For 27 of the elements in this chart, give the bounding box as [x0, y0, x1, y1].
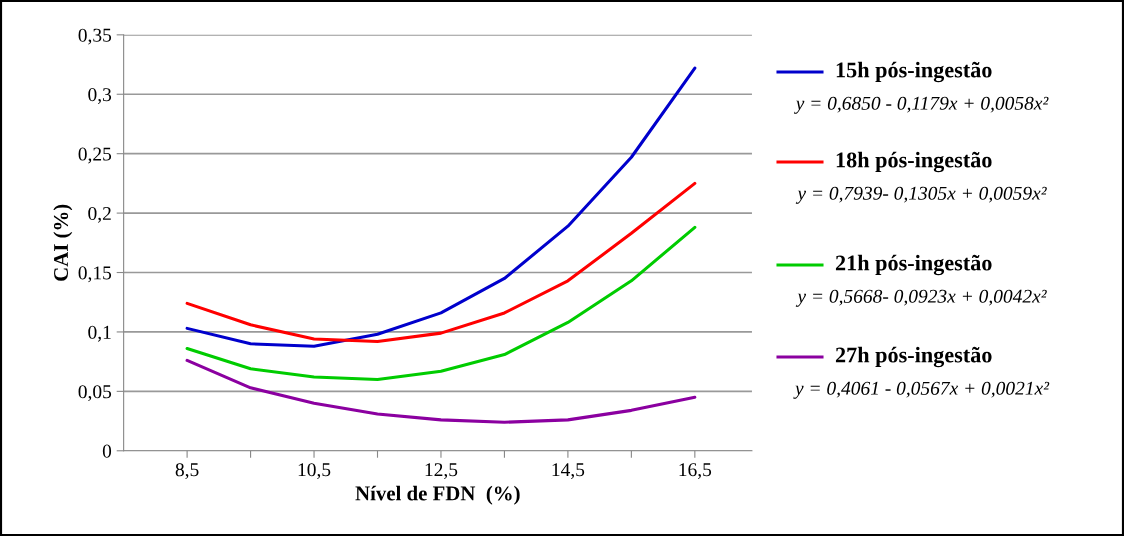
legend-label: 27h pós-ingestão: [835, 346, 992, 368]
y-axis-title: CAI (%): [53, 204, 73, 281]
legend-label: 15h pós-ingestão: [836, 61, 992, 83]
x-tick-label: 14,5: [552, 463, 585, 480]
text: y = 0,5668- 0,0923x + 0,0042x²: [795, 289, 1047, 307]
x-tick-label: 16,5: [679, 463, 712, 480]
x-tick-label: 10,5: [298, 463, 331, 480]
y-tick-label: 0,25: [78, 147, 112, 164]
y-tick-label: 0,35: [78, 28, 112, 45]
legend-label: 21h pós-ingestão: [835, 254, 992, 276]
line-series: [185, 66, 697, 348]
text: y = 0,6850 - 0,1179x + 0,0058x²: [794, 96, 1049, 114]
y-tick-label: 0,1: [88, 325, 111, 342]
legend-label: 18h pós-ingestão: [836, 151, 992, 173]
x-tick-label: 12,5: [425, 463, 458, 480]
y-tick-label: 0,15: [78, 266, 112, 283]
line-series: [185, 225, 697, 381]
y-tick-label: 0: [102, 444, 112, 458]
y-tick-label: 0,3: [88, 88, 112, 104]
y-tick-label: 0,2: [88, 206, 111, 223]
line-series: [185, 181, 697, 343]
text: y = 0,7939- 0,1305x + 0,0059x²: [795, 186, 1047, 204]
line-series: [185, 358, 697, 424]
x-tick-label: 8,5: [175, 463, 199, 480]
text: y = 0,4061 - 0,0567x + 0,0021x²: [793, 381, 1050, 399]
x-axis-title: Nível de FDN (%): [355, 485, 520, 505]
y-tick-label: 0,05: [78, 385, 112, 402]
